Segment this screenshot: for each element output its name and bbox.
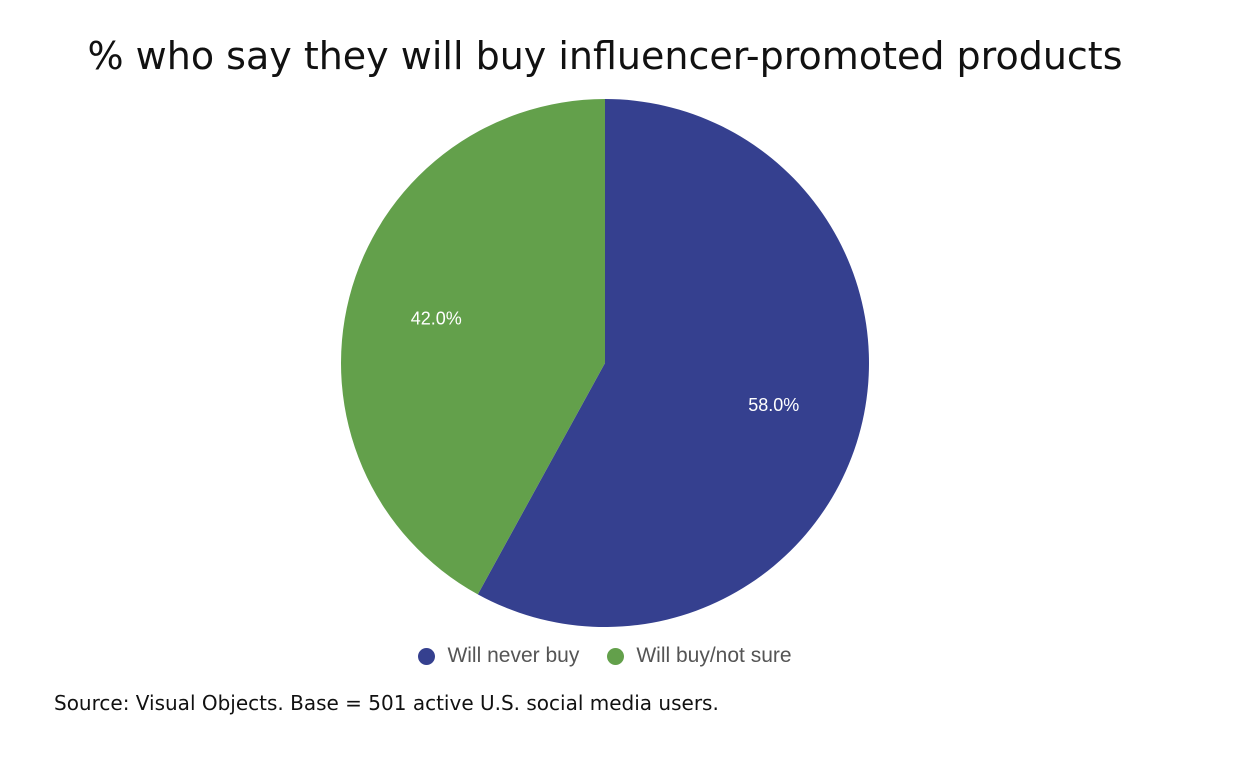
pie-slices: [340, 99, 869, 627]
pie-slice-buy-not-sure: [340, 99, 605, 595]
chart-title: % who say they will buy influencer-promo…: [87, 34, 1123, 78]
pie-labels: 58.0% 42.0%: [411, 308, 800, 415]
pie-label-buy-not-sure: 42.0%: [411, 308, 462, 328]
source-note: Source: Visual Objects. Base = 501 activ…: [54, 691, 719, 715]
legend-swatch-buy-icon: [607, 647, 625, 665]
legend-label-never: Will never buy: [447, 644, 580, 667]
pie-slice-never-buy: [477, 99, 869, 627]
legend: Will never buy Will buy/not sure: [0, 644, 1210, 668]
legend-item-buy[interactable]: Will buy/not sure: [607, 644, 792, 668]
legend-item-never[interactable]: Will never buy: [418, 644, 579, 668]
pie-label-never-buy: 58.0%: [748, 395, 799, 415]
legend-swatch-never-icon: [418, 647, 436, 665]
legend-label-buy: Will buy/not sure: [636, 644, 792, 667]
